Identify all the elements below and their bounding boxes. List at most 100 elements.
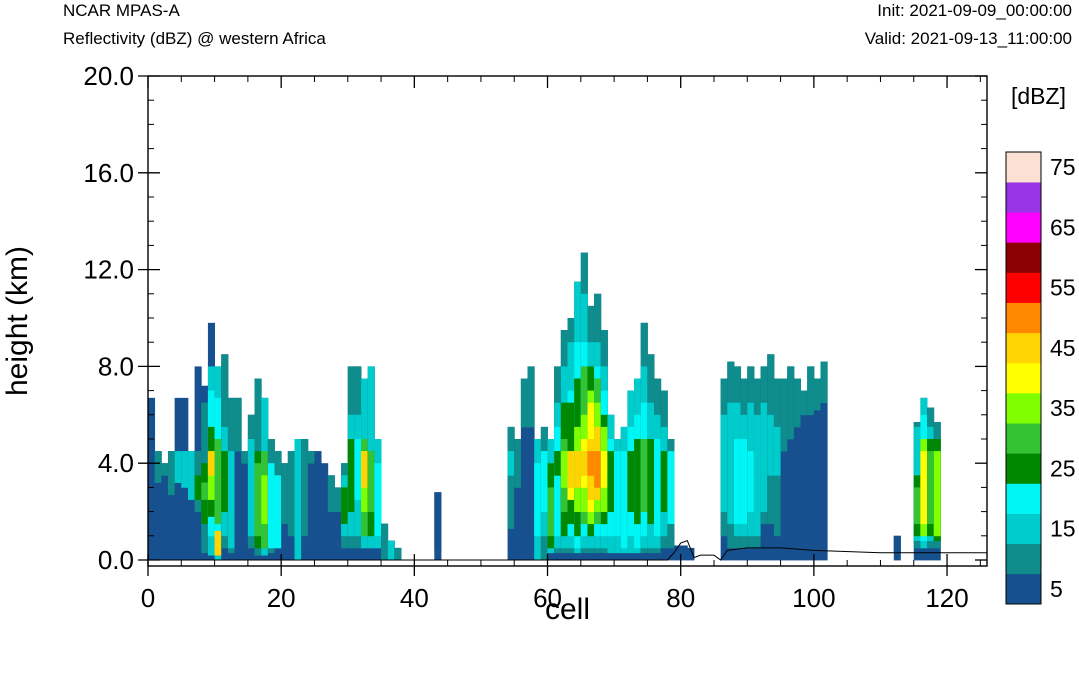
reflectivity-cell [167, 451, 176, 561]
y-tick-label: 0.0 [98, 545, 134, 575]
colorbar-tick-label: 5 [1050, 576, 1063, 602]
reflectivity-cell [321, 463, 329, 561]
colorbar-swatch [1006, 332, 1041, 364]
reflectivity-cell [334, 487, 342, 512]
reflectivity-cell [307, 451, 315, 464]
x-axis-label: cell [545, 593, 590, 626]
reflectivity-cell [354, 439, 362, 500]
reflectivity-cell [307, 451, 315, 561]
reflectivity-cell [787, 366, 795, 440]
reflectivity-cell [793, 378, 801, 428]
y-tick-label: 16.0 [83, 158, 134, 188]
reflectivity-cell [374, 463, 382, 537]
colorbar-swatch [1006, 272, 1041, 303]
reflectivity-cell [221, 451, 229, 512]
colorbar-tick-label: 65 [1050, 214, 1076, 240]
reflectivity-cell [820, 361, 828, 561]
x-tick-label: 0 [141, 583, 155, 613]
axis-ticks: 0.0 4.0 8.0 12.0 16.0 20.0 0 20 40 60 80 100 120 [83, 61, 987, 613]
reflectivity-cell [514, 439, 522, 561]
reflectivity-cell [274, 475, 282, 549]
reflectivity-cell [807, 366, 815, 416]
reflectivity-cell [620, 451, 628, 549]
reflectivity-cell [507, 451, 515, 476]
x-tick-label: 120 [925, 583, 968, 613]
reflectivity-cell [554, 426, 562, 537]
colorbar-tick-label: 55 [1050, 275, 1076, 301]
reflectivity-cell [520, 378, 528, 561]
reflectivity-cell [600, 451, 608, 488]
colorbar-tick-label: 75 [1050, 154, 1076, 180]
reflectivity-cell [733, 439, 742, 525]
reflectivity-cell [607, 451, 615, 512]
reflectivity-cell [933, 451, 941, 537]
reflectivity-cell [927, 451, 935, 525]
init-time: Init: 2021-09-09_00:00:00 [877, 1, 1072, 20]
reflectivity-cell [660, 451, 668, 512]
y-tick-label: 12.0 [83, 255, 134, 285]
reflectivity-cell [181, 451, 189, 488]
reflectivity-cell [214, 439, 222, 525]
reflectivity-cell [381, 523, 389, 561]
reflectivity-cell [227, 451, 235, 549]
reflectivity-cell [640, 439, 648, 512]
terrain-line [148, 540, 987, 561]
reflectivity-cell [727, 402, 735, 525]
reflectivity-cell [201, 482, 209, 500]
colorbar-swatch [1006, 453, 1041, 484]
reflectivity-cell [194, 475, 202, 500]
reflectivity-cell [780, 378, 788, 452]
reflectivity-cell [627, 451, 635, 512]
reflectivity-cell [520, 378, 528, 428]
colorbar-swatch [1006, 302, 1041, 334]
reflectivity-cell [920, 451, 928, 525]
colorbar-tick-label: 35 [1050, 395, 1076, 421]
x-tick-label: 40 [400, 583, 429, 613]
reflectivity-cell [287, 451, 295, 537]
colorbar-swatch [1006, 152, 1041, 183]
y-tick-label: 20.0 [83, 61, 134, 91]
reflectivity-cell [893, 535, 901, 554]
colorbar-unit-label: [dBZ] [1011, 83, 1066, 109]
reflectivity-cell [594, 451, 602, 488]
reflectivity-cell [793, 378, 801, 561]
reflectivity-cell [241, 451, 249, 561]
x-tick-label: 20 [267, 583, 296, 613]
plot-border [147, 75, 988, 567]
model-title: NCAR MPAS-A [63, 1, 180, 20]
reflectivity-cell [187, 451, 196, 561]
reflectivity-cell [234, 397, 242, 452]
colorbar-swatch [1006, 393, 1041, 424]
reflectivity-cell [813, 378, 821, 561]
field-subtitle: Reflectivity (dBZ) @ western Africa [63, 29, 326, 48]
reflectivity-cell [787, 366, 795, 561]
reflectivity-cell [807, 366, 815, 561]
reflectivity-cell [167, 451, 176, 496]
reflectivity-cell [347, 439, 355, 512]
x-tick-label: 80 [666, 583, 695, 613]
reflectivity-cell [247, 439, 255, 537]
reflectivity-cell [214, 530, 222, 556]
reflectivity-cell [800, 390, 808, 561]
reflectivity-cell [261, 475, 269, 525]
colorbar-tick-label: 25 [1050, 455, 1076, 481]
reflectivity-cell [614, 451, 622, 537]
reflectivity-cell [560, 451, 568, 488]
colorbar-swatch [1006, 182, 1041, 213]
x-tick-label: 100 [792, 583, 835, 613]
reflectivity-cell [174, 451, 182, 483]
colorbar-tick-label: 15 [1050, 516, 1076, 542]
x-tick-label: 60 [533, 583, 562, 613]
reflectivity-cell [574, 451, 582, 488]
reflectivity-cell [720, 414, 728, 512]
reflectivity-cell [667, 451, 675, 525]
reflectivity-cell [327, 475, 335, 512]
reflectivity-cell [148, 397, 156, 561]
reflectivity-cell [207, 451, 215, 476]
reflectivity-cell [567, 451, 575, 488]
colorbar-swatch [1006, 483, 1041, 514]
reflectivity-cell [813, 378, 821, 411]
reflectivity-cell [760, 402, 768, 512]
reflectivity-cell [341, 487, 349, 525]
